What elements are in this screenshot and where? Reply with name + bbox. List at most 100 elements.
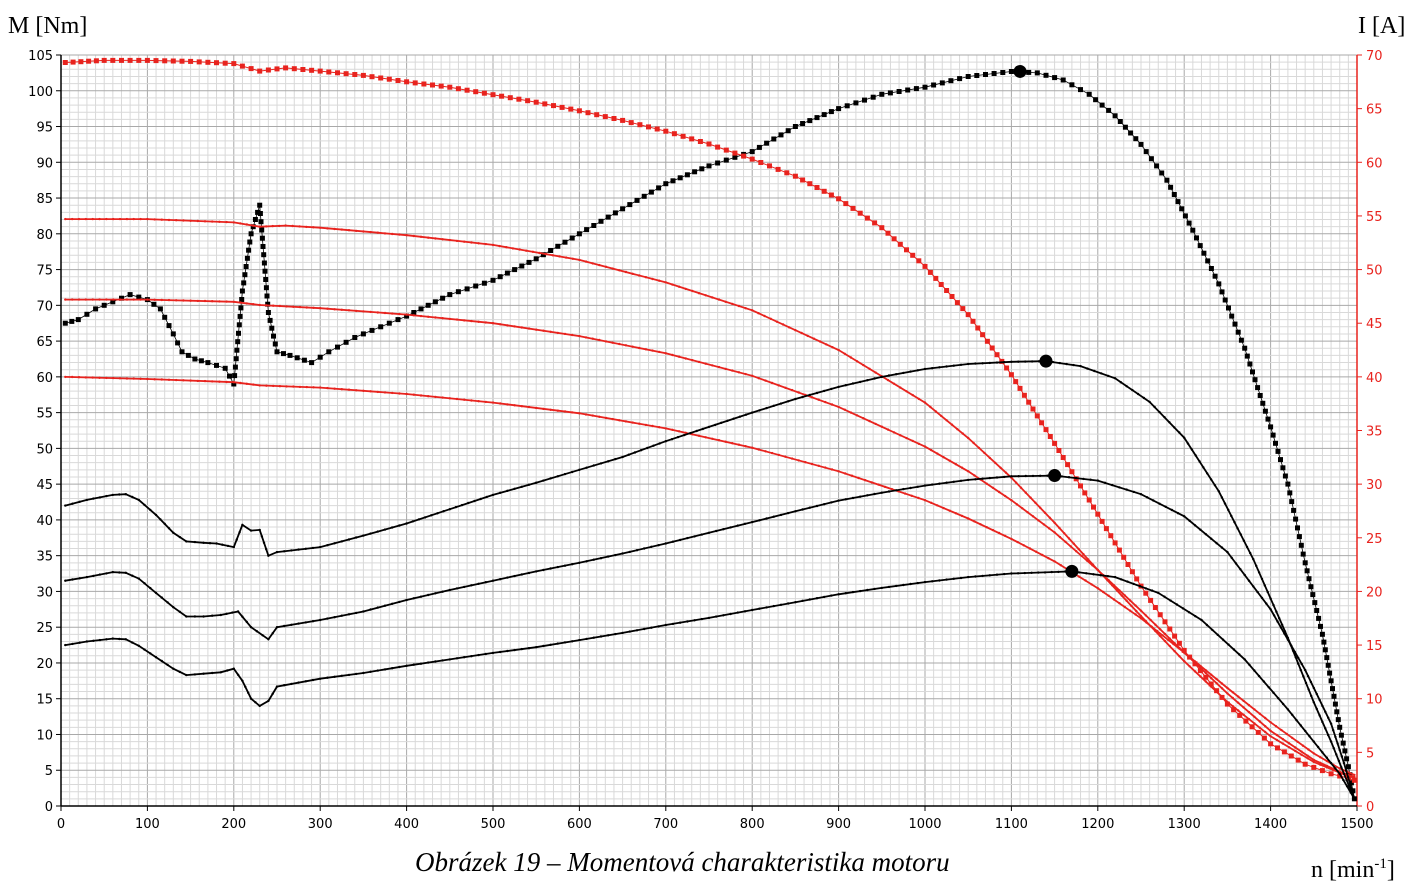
data-point xyxy=(1078,483,1083,489)
data-point xyxy=(362,534,365,537)
data-point xyxy=(837,593,840,596)
data-point xyxy=(975,325,981,331)
y-left-tick-label: 55 xyxy=(36,407,53,422)
data-point xyxy=(1096,479,1100,482)
data-point xyxy=(491,579,495,582)
data-point xyxy=(679,621,682,624)
data-point xyxy=(775,166,781,172)
data-point xyxy=(1258,712,1262,715)
x-tick-label: 1200 xyxy=(1081,817,1114,832)
data-point xyxy=(658,350,661,354)
data-point xyxy=(800,331,803,335)
data-point xyxy=(1280,728,1283,732)
data-point xyxy=(1096,568,1100,572)
data-point xyxy=(1168,637,1172,640)
data-point xyxy=(333,308,336,311)
data-point xyxy=(828,109,834,115)
data-point xyxy=(1120,578,1123,581)
data-point xyxy=(1107,579,1110,582)
data-point xyxy=(208,542,212,545)
data-point xyxy=(411,520,414,523)
data-point xyxy=(549,477,552,480)
data-point xyxy=(513,487,516,490)
data-point xyxy=(1111,483,1114,487)
data-point xyxy=(535,646,538,649)
data-point xyxy=(763,314,766,318)
data-point xyxy=(136,294,142,300)
data-point xyxy=(434,316,437,319)
data-point xyxy=(283,624,286,628)
data-point xyxy=(1338,748,1341,752)
series-8 xyxy=(64,564,1356,800)
x-tick-label: 0 xyxy=(57,817,65,832)
data-point xyxy=(1337,759,1341,763)
data-point xyxy=(997,531,1001,535)
data-point xyxy=(792,124,798,129)
data-point xyxy=(1295,719,1298,722)
data-point xyxy=(851,382,855,385)
data-point xyxy=(870,94,876,100)
data-point xyxy=(1299,724,1303,727)
data-point xyxy=(1268,741,1274,747)
data-point xyxy=(994,352,1000,358)
data-point xyxy=(1217,490,1221,493)
data-point xyxy=(355,309,358,313)
data-point xyxy=(1019,486,1023,489)
data-point xyxy=(797,391,800,394)
data-point xyxy=(1150,625,1154,628)
data-point xyxy=(1308,584,1314,590)
data-point xyxy=(1238,653,1241,656)
data-point xyxy=(202,541,205,544)
data-point xyxy=(513,648,516,652)
data-point xyxy=(405,598,408,602)
data-point xyxy=(312,386,315,389)
data-point xyxy=(519,263,525,269)
data-point xyxy=(704,294,707,297)
data-point xyxy=(1335,753,1338,756)
data-point xyxy=(1329,740,1333,743)
data-point xyxy=(1093,369,1096,373)
data-point xyxy=(1231,691,1235,694)
data-point xyxy=(118,298,122,301)
data-point xyxy=(160,659,163,663)
data-point xyxy=(369,230,372,234)
data-point xyxy=(71,642,74,646)
data-point xyxy=(527,483,531,486)
data-point xyxy=(1132,582,1135,586)
data-point xyxy=(1275,610,1278,613)
data-point xyxy=(948,78,954,84)
data-point xyxy=(222,60,228,66)
data-point xyxy=(664,623,667,627)
data-point xyxy=(427,315,430,318)
data-point xyxy=(527,327,531,330)
data-point xyxy=(720,421,723,424)
data-point xyxy=(1052,75,1058,81)
data-point xyxy=(258,528,261,532)
data-point xyxy=(1222,297,1228,303)
data-point xyxy=(985,526,988,529)
data-point xyxy=(1194,454,1197,457)
data-point xyxy=(1193,670,1197,673)
data-point xyxy=(376,669,379,672)
data-point xyxy=(1252,558,1255,561)
data-point xyxy=(1312,701,1316,704)
data-point xyxy=(1269,597,1272,600)
data-point xyxy=(257,211,263,216)
data-point xyxy=(1164,177,1170,183)
data-point xyxy=(677,285,681,288)
data-point xyxy=(283,684,286,687)
data-point xyxy=(974,362,977,365)
data-point xyxy=(999,466,1002,469)
data-point xyxy=(1226,692,1229,695)
data-point xyxy=(1125,385,1128,388)
data-point xyxy=(1278,457,1283,463)
data-point xyxy=(857,210,863,216)
data-point xyxy=(64,504,67,507)
data-point xyxy=(697,434,701,437)
data-point xyxy=(1282,473,1288,479)
data-point xyxy=(707,531,711,534)
data-point xyxy=(1034,70,1040,76)
data-point xyxy=(319,386,322,389)
data-point xyxy=(749,156,755,162)
data-point xyxy=(71,502,74,505)
